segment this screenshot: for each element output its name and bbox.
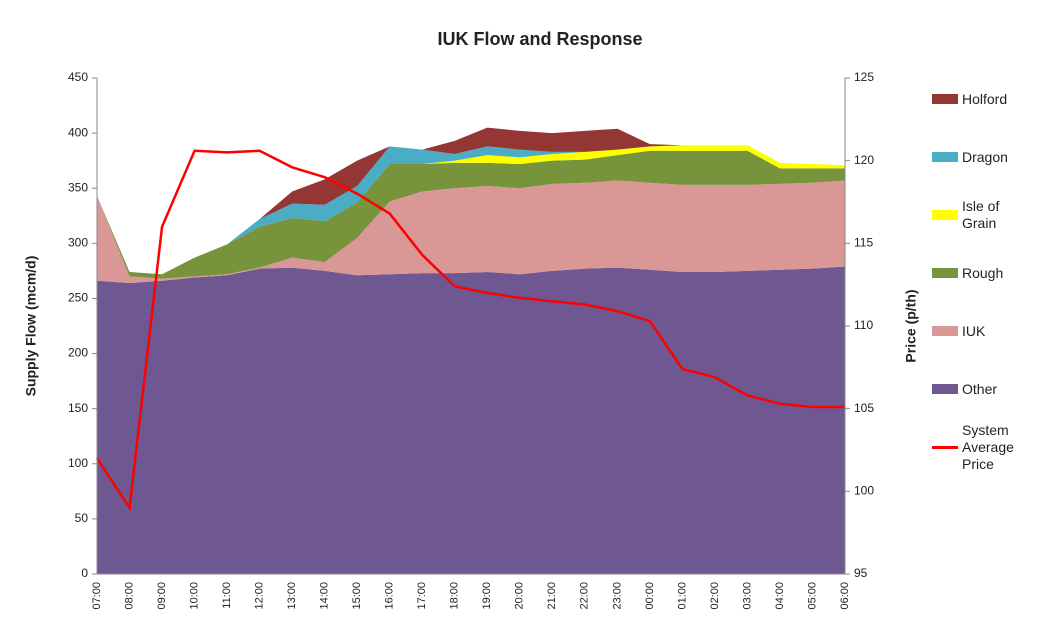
x-tick-label: 02:00 <box>709 582 721 610</box>
legend-swatch <box>932 94 958 104</box>
area <box>97 150 845 279</box>
y-tick-label: 250 <box>68 291 88 305</box>
x-tick-label: 13:00 <box>286 582 298 610</box>
x-tick-label: 06:00 <box>839 582 851 610</box>
y2-tick-label: 105 <box>854 401 874 415</box>
area <box>97 266 845 574</box>
y-tick-label: 450 <box>68 70 88 84</box>
y2-tick-label: 125 <box>854 70 874 84</box>
legend-label: Dragon <box>962 148 1008 165</box>
x-tick-label: 21:00 <box>546 582 558 610</box>
x-tick-label: 07:00 <box>91 582 103 610</box>
x-tick-label: 14:00 <box>319 582 331 610</box>
legend-swatch <box>932 445 958 449</box>
x-tick-label: 22:00 <box>579 582 591 610</box>
legend-item: Other <box>932 360 1037 418</box>
legend-swatch <box>932 384 958 394</box>
y-tick-label: 300 <box>68 236 88 250</box>
x-tick-label: 04:00 <box>774 582 786 610</box>
y-tick-label: 100 <box>68 456 88 470</box>
x-tick-label: 10:00 <box>188 582 200 610</box>
y-tick-label: 150 <box>68 401 88 415</box>
y-tick-label: 0 <box>81 566 88 580</box>
legend-item: System Average Price <box>932 418 1037 476</box>
legend-swatch <box>932 152 958 162</box>
area <box>97 180 845 284</box>
y-tick-label: 350 <box>68 180 88 194</box>
legend-item: IUK <box>932 302 1037 360</box>
x-tick-label: 05:00 <box>806 582 818 610</box>
area <box>97 145 845 275</box>
legend: Holford Dragon Isle of Grain Rough IUK Other S… <box>932 70 1037 476</box>
legend-swatch <box>932 326 958 336</box>
x-tick-label: 12:00 <box>254 582 266 610</box>
x-tick-label: 08:00 <box>123 582 135 610</box>
x-tick-label: 09:00 <box>156 582 168 610</box>
legend-swatch <box>932 268 958 278</box>
y-tick-label: 50 <box>75 511 89 525</box>
legend-label: Holford <box>962 90 1008 107</box>
x-tick-label: 03:00 <box>741 582 753 610</box>
y-tick-label: 200 <box>68 346 88 360</box>
x-tick-label: 19:00 <box>481 582 493 610</box>
x-tick-label: 17:00 <box>416 582 428 610</box>
legend-item: Isle of Grain <box>932 186 1037 244</box>
y-axis-title: Supply Flow (mcm/d) <box>23 256 39 397</box>
legend-label: Other <box>962 380 998 397</box>
y2-tick-label: 100 <box>854 484 874 498</box>
legend-label: IUK <box>962 322 986 339</box>
y2-tick-label: 120 <box>854 153 874 167</box>
price-line <box>95 149 845 512</box>
legend-label: Rough <box>962 264 1004 281</box>
x-tick-label: 16:00 <box>384 582 396 610</box>
x-tick-label: 00:00 <box>644 582 656 610</box>
legend-item: Rough <box>932 244 1037 302</box>
x-tick-label: 11:00 <box>221 582 233 609</box>
y2-tick-label: 95 <box>854 566 868 580</box>
y-tick-label: 400 <box>68 125 88 139</box>
y2-axis-title: Price (p/th) <box>903 289 919 362</box>
legend-label: System Average Price <box>962 421 1014 472</box>
chart-title: IUK Flow and Response <box>437 29 642 49</box>
legend-item: Dragon <box>932 128 1037 186</box>
x-tick-label: 01:00 <box>676 582 688 610</box>
y2-tick-label: 110 <box>854 318 873 332</box>
legend-item: Holford <box>932 70 1037 128</box>
x-tick-label: 18:00 <box>449 582 461 610</box>
x-tick-label: 15:00 <box>351 582 363 610</box>
legend-swatch <box>932 210 958 220</box>
x-tick-label: 23:00 <box>611 582 623 610</box>
legend-label: Isle of Grain <box>962 198 1000 231</box>
y2-tick-label: 115 <box>854 236 873 250</box>
x-tick-label: 20:00 <box>514 582 526 610</box>
